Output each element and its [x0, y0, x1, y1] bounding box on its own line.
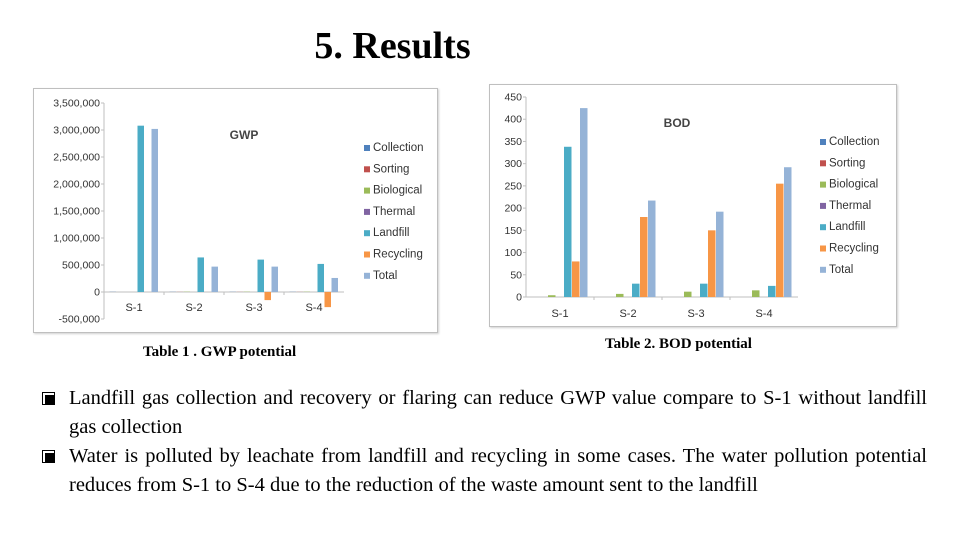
gwp-bar-total	[331, 277, 338, 292]
gwp-bar-landfill	[197, 257, 204, 292]
gwp-legend-label: Collection	[373, 142, 424, 154]
gwp-bar-landfill	[257, 259, 264, 292]
gwp-bar-landfill	[137, 125, 144, 293]
bod-bar-landfill	[768, 285, 776, 297]
bod-chart-svg: 0 50 100 150 200 250 300 350 400 450 S-1 S-2 S-3 S-4 B…	[504, 92, 880, 321]
gwp-legend-swatch	[364, 166, 370, 173]
bod-y-tick-label: 450	[504, 92, 522, 104]
bod-bar-landfill	[632, 283, 640, 297]
bod-chart-title: BOD	[664, 116, 691, 130]
bod-bar-landfill	[564, 146, 572, 297]
bod-x-tick-label: S-1	[551, 308, 568, 320]
gwp-chart-svg: -500,000 0 500,000 1,000,000 1,500,000 2,000,…	[53, 98, 424, 326]
bod-legend-swatch	[820, 266, 826, 273]
bod-bar-recycling	[572, 261, 580, 297]
bod-bar-biological	[616, 293, 624, 297]
bod-legend-label: Total	[829, 264, 853, 276]
bod-y-tick-label: 350	[504, 136, 522, 148]
bod-legend-swatch	[820, 245, 826, 252]
gwp-legend-swatch	[364, 208, 370, 215]
gwp-y-tick-label: 2,000,000	[53, 179, 100, 191]
bullet-item: Water is polluted by leachate from landf…	[39, 442, 927, 500]
bod-y-tick-label: 0	[516, 292, 522, 304]
bod-caption: Table 2. BOD potential	[605, 336, 752, 352]
bod-legend-label: Biological	[829, 179, 878, 191]
checkbox-bullet-icon	[42, 450, 55, 463]
gwp-y-tick-label: 500,000	[62, 260, 100, 272]
gwp-bar-total	[271, 266, 278, 292]
bod-legend-swatch	[820, 224, 826, 231]
gwp-bar-total	[211, 266, 218, 292]
gwp-bar-recycling	[324, 292, 331, 308]
gwp-bar-recycling	[264, 292, 271, 301]
bullet-list: Landfill gas collection and recovery or …	[39, 384, 927, 500]
bod-bar-biological	[752, 290, 760, 297]
bod-legend-label: Collection	[829, 136, 880, 148]
gwp-legend-swatch	[364, 251, 370, 258]
bod-legend-swatch	[820, 181, 826, 188]
gwp-y-tick-label: 1,000,000	[53, 233, 100, 245]
gwp-y-tick-label: 0	[94, 287, 100, 299]
bullet-item: Landfill gas collection and recovery or …	[39, 384, 927, 442]
bod-bar-biological	[548, 295, 556, 297]
bod-y-tick-label: 100	[504, 247, 522, 259]
gwp-legend-swatch	[364, 272, 370, 279]
bod-legend-label: Landfill	[829, 221, 865, 233]
gwp-y-tick-label: -500,000	[59, 314, 101, 326]
bod-bar-total	[580, 108, 588, 297]
bod-y-tick-label: 50	[510, 269, 522, 281]
gwp-legend-swatch	[364, 145, 370, 151]
gwp-legend-label: Biological	[373, 185, 422, 197]
bod-y-tick-label: 300	[504, 158, 522, 170]
checkbox-bullet-icon	[42, 392, 55, 405]
bod-x-tick-label: S-2	[619, 308, 636, 320]
gwp-legend-swatch	[364, 230, 370, 237]
bod-bar-total	[784, 167, 792, 297]
bod-y-tick-label: 200	[504, 203, 522, 215]
bod-legend-label: Thermal	[829, 200, 871, 212]
bod-y-tick-label: 250	[504, 180, 522, 192]
bod-chart: 0 50 100 150 200 250 300 350 400 450 S-1 S-2 S-3 S-4 B…	[489, 84, 897, 327]
gwp-y-tick-label: 2,500,000	[53, 152, 100, 164]
bod-bar-recycling	[776, 183, 784, 297]
bod-legend-swatch	[820, 202, 826, 209]
gwp-legend-label: Recycling	[373, 249, 423, 261]
gwp-bar-landfill	[317, 263, 324, 292]
gwp-y-tick-label: 3,500,000	[53, 98, 100, 110]
gwp-chart: -500,000 0 500,000 1,000,000 1,500,000 2,000,…	[33, 88, 438, 333]
gwp-legend-swatch	[364, 187, 370, 194]
gwp-x-tick-label: S-4	[305, 302, 322, 314]
bod-bar-total	[716, 211, 724, 297]
gwp-x-tick-label: S-2	[185, 302, 202, 314]
gwp-x-tick-label: S-3	[245, 302, 262, 314]
gwp-legend-label: Landfill	[373, 227, 409, 239]
bod-y-tick-label: 400	[504, 114, 522, 126]
bod-legend-swatch	[820, 139, 826, 145]
bod-bar-total	[648, 200, 656, 297]
bod-x-tick-label: S-4	[755, 308, 772, 320]
gwp-legend-label: Thermal	[373, 206, 415, 218]
bod-legend-label: Sorting	[829, 157, 865, 169]
gwp-y-tick-label: 1,500,000	[53, 206, 100, 218]
bod-bar-recycling	[708, 230, 716, 297]
bod-y-tick-label: 150	[504, 225, 522, 237]
gwp-x-tick-label: S-1	[125, 302, 142, 314]
gwp-chart-title: GWP	[230, 128, 259, 142]
bod-bar-recycling	[640, 217, 648, 297]
bod-legend-label: Recycling	[829, 243, 879, 255]
gwp-caption: Table 1 . GWP potential	[143, 344, 297, 360]
bod-legend-swatch	[820, 160, 826, 167]
slide-title: 5. Results	[314, 25, 471, 67]
bod-bar-biological	[684, 291, 692, 297]
gwp-legend-label: Sorting	[373, 163, 409, 175]
bullet-text: Landfill gas collection and recovery or …	[69, 387, 927, 438]
gwp-y-tick-label: 3,000,000	[53, 125, 100, 137]
gwp-legend-label: Total	[373, 270, 397, 282]
bod-x-tick-label: S-3	[687, 308, 704, 320]
bod-bar-landfill	[700, 283, 708, 297]
gwp-bar-total	[151, 128, 158, 292]
bullet-text: Water is polluted by leachate from landf…	[69, 445, 927, 496]
